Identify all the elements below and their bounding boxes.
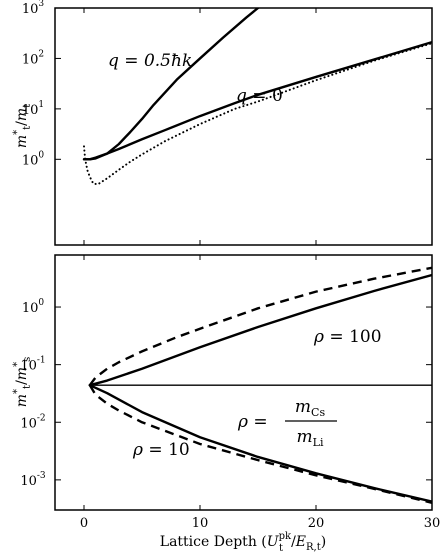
- bottom-y-tick-label: 10-1: [20, 356, 45, 374]
- bottom-y-tick-label: 10-2: [20, 413, 45, 431]
- x-axis-title: Lattice Depth (Upk t/ER,t): [160, 531, 326, 554]
- bottom-y-axis-title: m*t/m*s: [12, 357, 33, 407]
- x-tick-label: 0: [80, 516, 88, 531]
- top-panel: 100 101 102 103 m*t/mt q = 0.5ħk q = 0: [12, 0, 433, 246]
- x-tick-label: 20: [308, 516, 325, 531]
- svg-text:mLi: mLi: [297, 427, 324, 449]
- x-tick-label: 30: [424, 516, 441, 531]
- bottom-y-tick-label: 100: [22, 298, 45, 316]
- top-series-0-solid: [82, 8, 260, 161]
- bottom-curves: [88, 266, 432, 504]
- top-y-ticks: 100 101 102 103: [22, 0, 432, 168]
- top-y-tick-label: 103: [22, 0, 45, 17]
- top-x-ticks: [83, 8, 433, 245]
- top-y-axis-title: m*t/mt: [12, 104, 33, 148]
- top-series-1-solid: [82, 40, 432, 161]
- annotation-q-half: q = 0.5ħk: [108, 51, 192, 71]
- annotation-rho-ratio: ρ = mCs mLi: [237, 397, 337, 449]
- x-tick-label: 10: [192, 516, 209, 531]
- top-plot-frame: [54, 7, 433, 246]
- bottom-plot-frame: [54, 254, 433, 511]
- bottom-y-tick-label: 10-3: [20, 471, 46, 489]
- top-y-tick-label: 100: [22, 150, 45, 168]
- bottom-series-4-dashed: [88, 384, 432, 504]
- bottom-series-3-solid: [88, 383, 432, 503]
- annotation-rho-100: ρ = 100: [313, 327, 382, 347]
- svg-text:ρ =: ρ =: [237, 412, 268, 432]
- bottom-series-1-dashed: [88, 266, 432, 386]
- svg-text:mCs: mCs: [295, 397, 326, 419]
- bottom-x-ticks: 0 10 20 30: [80, 255, 440, 531]
- annotation-q-zero: q = 0: [236, 86, 283, 106]
- bottom-panel: 0 10 20 30 10-3 10-2 10-1 100 m*t/m*s ρ = 100 …: [12, 254, 440, 531]
- top-y-tick-label: 102: [22, 49, 44, 67]
- annotation-rho-10: ρ = 10: [132, 440, 190, 460]
- top-y-tick-label: 101: [22, 100, 44, 118]
- top-curves: [82, 8, 432, 186]
- bottom-series-0-solid: [88, 273, 432, 387]
- top-series-2-dotted: [83, 42, 432, 186]
- bottom-y-ticks: 10-3 10-2 10-1 100: [20, 298, 432, 489]
